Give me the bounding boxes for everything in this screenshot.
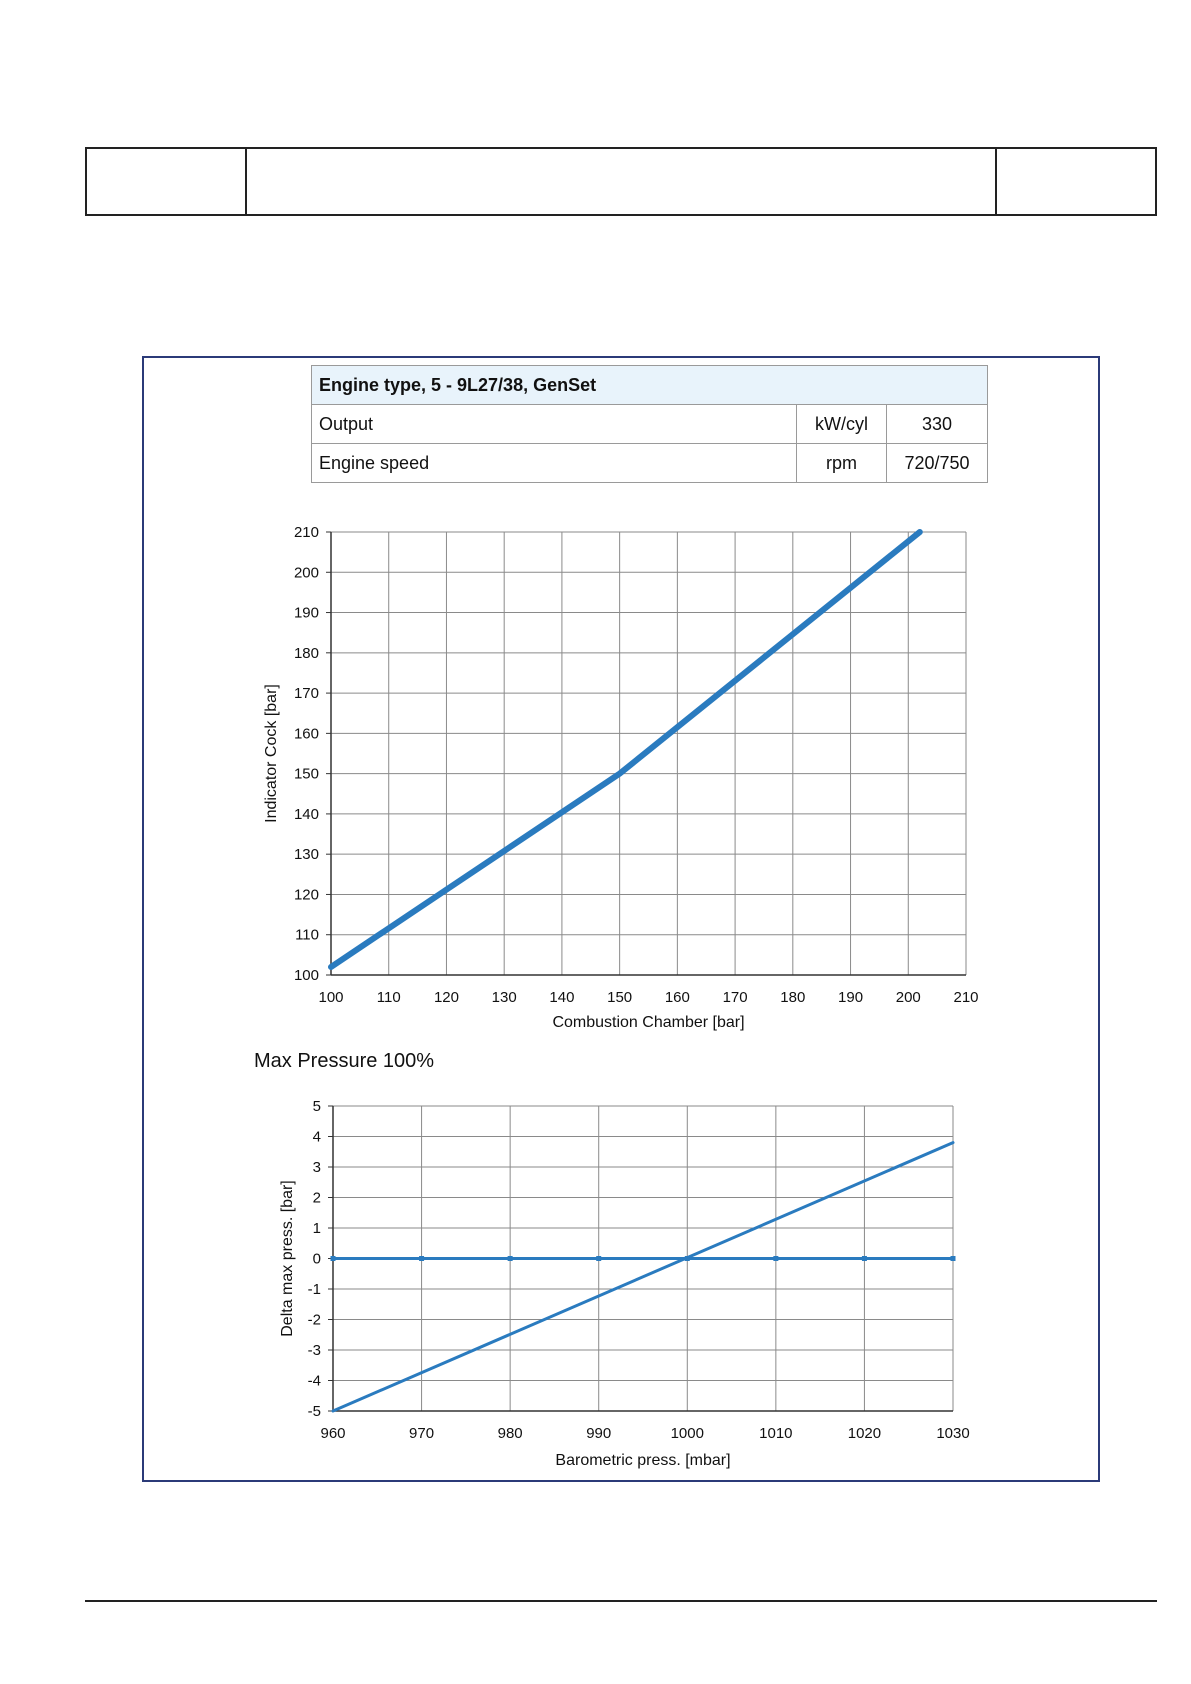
spec-value: 330 <box>886 404 988 444</box>
y-axis-label: Delta max press. [bar] <box>279 1180 296 1337</box>
x-tick-label: 170 <box>723 989 748 1006</box>
header-divider-left <box>245 149 247 214</box>
y-tick-label: -4 <box>308 1373 321 1390</box>
y-tick-label: 1 <box>313 1220 321 1237</box>
spec-unit: rpm <box>796 443 887 483</box>
y-tick-label: 2 <box>313 1190 321 1207</box>
y-tick-label: 140 <box>294 806 319 823</box>
figure-frame <box>142 356 1100 1482</box>
y-tick-label: 3 <box>313 1159 321 1176</box>
document-header-box <box>85 147 1157 216</box>
y-tick-label: -5 <box>308 1403 321 1420</box>
series-point <box>950 1256 956 1261</box>
y-tick-label: -3 <box>308 1342 321 1359</box>
x-tick-label: 110 <box>377 989 401 1006</box>
y-tick-label: 150 <box>294 766 319 783</box>
y-tick-label: -1 <box>308 1281 321 1298</box>
y-tick-label: 5 <box>313 1098 321 1115</box>
y-tick-label: 180 <box>294 645 319 662</box>
x-tick-label: 100 <box>318 989 343 1006</box>
x-tick-label: 960 <box>320 1425 345 1442</box>
x-tick-label: 980 <box>498 1425 523 1442</box>
x-tick-label: 970 <box>409 1425 434 1442</box>
x-tick-label: 1000 <box>671 1425 704 1442</box>
spec-table-title-row: Engine type, 5 - 9L27/38, GenSet <box>311 365 988 405</box>
y-tick-label: 170 <box>294 685 319 702</box>
footer-rule <box>85 1600 1157 1602</box>
spec-row-output: Output kW/cyl 330 <box>311 404 988 444</box>
series-point <box>861 1256 867 1261</box>
series-point <box>596 1256 602 1261</box>
y-tick-label: 130 <box>294 846 319 863</box>
y-tick-label: 120 <box>294 886 319 903</box>
header-divider-right <box>995 149 997 214</box>
series-line-1 <box>328 529 923 970</box>
y-axis-label: Indicator Cock [bar] <box>263 684 280 823</box>
y-tick-label: -2 <box>308 1312 321 1329</box>
x-tick-label: 190 <box>838 989 863 1006</box>
x-tick-label: 1030 <box>936 1425 969 1442</box>
x-tick-label: 150 <box>607 989 632 1006</box>
series-line-2 <box>331 1141 955 1413</box>
x-axis-label: Barometric press. [mbar] <box>555 1452 730 1469</box>
x-tick-label: 1020 <box>848 1425 881 1442</box>
x-tick-label: 140 <box>549 989 574 1006</box>
y-tick-label: 200 <box>294 564 319 581</box>
x-axis-label: Combustion Chamber [bar] <box>552 1014 744 1031</box>
spec-label: Engine speed <box>311 443 797 483</box>
x-tick-label: 120 <box>434 989 459 1006</box>
series-point <box>330 1256 336 1261</box>
y-tick-label: 190 <box>294 605 319 622</box>
x-tick-label: 130 <box>492 989 517 1006</box>
y-tick-label: 210 <box>294 524 319 541</box>
y-tick-label: 110 <box>295 927 319 944</box>
series-point <box>419 1256 425 1261</box>
x-tick-label: 160 <box>665 989 690 1006</box>
x-tick-label: 1010 <box>759 1425 792 1442</box>
spec-row-engine-speed: Engine speed rpm 720/750 <box>311 443 988 483</box>
y-tick-label: 4 <box>313 1129 321 1146</box>
spec-table-title: Engine type, 5 - 9L27/38, GenSet <box>311 365 988 405</box>
spec-value: 720/750 <box>886 443 988 483</box>
x-tick-label: 200 <box>896 989 921 1006</box>
spec-unit: kW/cyl <box>796 404 887 444</box>
x-tick-label: 990 <box>586 1425 611 1442</box>
chart-title: Max Pressure 100% <box>254 1050 434 1072</box>
engine-spec-table: Engine type, 5 - 9L27/38, GenSet Output … <box>311 365 988 483</box>
y-tick-label: 100 <box>294 967 319 984</box>
x-tick-label: 210 <box>953 989 978 1006</box>
series-point <box>507 1256 513 1261</box>
x-tick-label: 180 <box>780 989 805 1006</box>
y-tick-label: 160 <box>294 725 319 742</box>
y-tick-label: 0 <box>313 1251 321 1268</box>
series-point <box>773 1256 779 1261</box>
